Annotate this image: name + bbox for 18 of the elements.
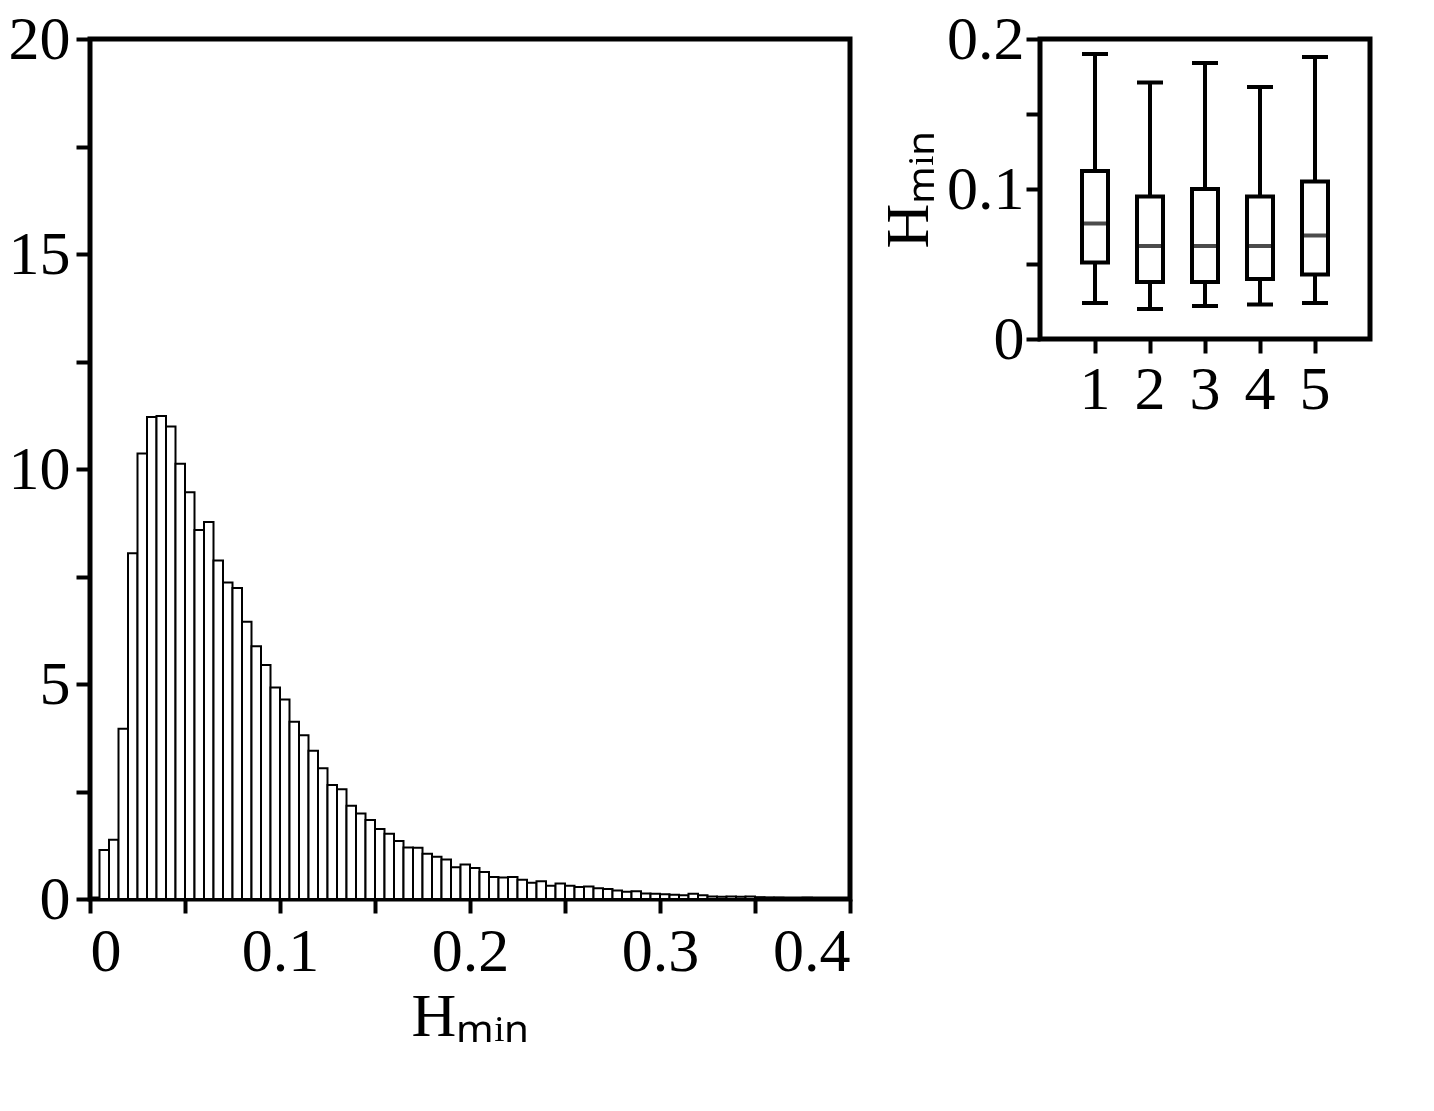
x-tick-label: 0.1 <box>241 915 320 984</box>
y-tick-label: 10 <box>8 433 71 502</box>
x-tick-label: 0.3 <box>621 915 700 984</box>
x-tick-label: 4 <box>1244 353 1276 422</box>
x-tick-label: 1 <box>1079 353 1111 422</box>
x-tick-label: 5 <box>1299 353 1331 422</box>
y-tick-label: 0.2 <box>947 3 1025 72</box>
x-tick-label: 0.4 <box>773 915 851 984</box>
y-tick-label: 15 <box>8 218 71 287</box>
y-tick-label: 0 <box>993 303 1025 372</box>
y-tick-label: 5 <box>39 648 71 717</box>
x-tick-label: 2 <box>1134 353 1166 422</box>
x-tick-label: 0 <box>90 915 122 984</box>
y-axis-title: Hₘᵢₙ <box>873 130 941 249</box>
x-tick-label: 3 <box>1189 353 1221 422</box>
y-tick-label: 0 <box>39 863 71 932</box>
y-tick-label: 0.1 <box>947 153 1025 222</box>
y-tick-label: 20 <box>8 3 71 72</box>
